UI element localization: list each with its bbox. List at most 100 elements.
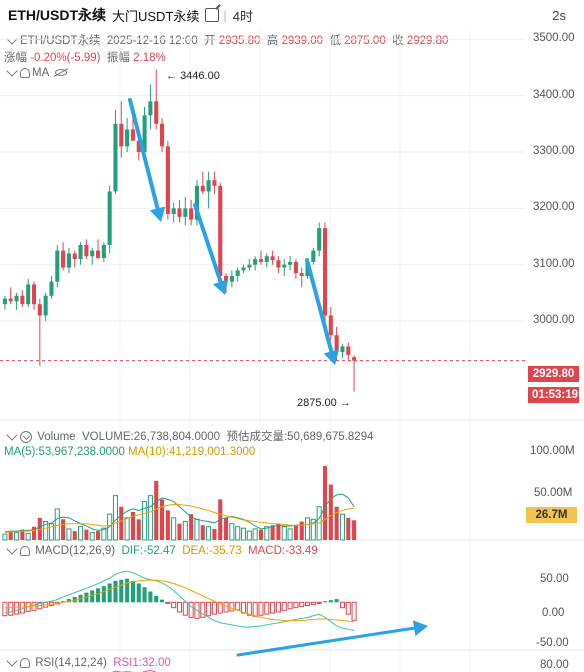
volume-bar (177, 523, 182, 540)
candle-body (61, 250, 66, 268)
change-value: -0.20%(-5.99) (30, 52, 101, 64)
change-line: 涨幅 -0.20%(-5.99) 振幅 2.18% (4, 49, 166, 65)
rsi-collapse-icon[interactable] (6, 655, 18, 668)
volume-bar (281, 526, 287, 541)
volume-bar (229, 523, 235, 541)
volume-bar (246, 530, 252, 541)
volume-bar (270, 525, 275, 540)
volume-value: VOLUME:26,738,804.0000 (81, 431, 221, 443)
volume-bar (61, 519, 66, 540)
timeframe-selector[interactable]: 4时 (232, 8, 254, 24)
candle-body (20, 295, 25, 305)
volume-bar (287, 528, 293, 541)
candle-body (299, 273, 304, 276)
macd-histogram-bar (171, 601, 177, 609)
candle-body (55, 250, 60, 282)
volume-bar (328, 484, 333, 540)
macd-histogram-bar (61, 601, 66, 603)
macd-value: MACD:-33.49 (248, 545, 318, 557)
volume-bar (89, 532, 95, 541)
amplitude-label: 振幅 (106, 52, 130, 64)
volume-bar (8, 531, 13, 540)
volume-bar (235, 526, 241, 541)
rsi-header: RSI(14,12,24) RSI1:32.00 (6, 655, 171, 669)
volume-bar (119, 506, 124, 540)
volume-collapse-icon[interactable] (6, 429, 18, 442)
macd-histogram-bar (160, 599, 165, 603)
candle-body (72, 253, 77, 260)
current-price-tag: 2929.80 (528, 366, 579, 382)
candle-body (136, 140, 141, 152)
volume-bar (78, 526, 84, 541)
exchange-label: 大门USDT永续 (112, 8, 200, 24)
candle-body (224, 276, 229, 282)
volume-bar (171, 517, 177, 541)
macd-histogram-bar (188, 601, 194, 618)
volume-bar (165, 510, 170, 540)
macd-dif: DIF:-52.47 (121, 545, 176, 557)
volume-settings-icon[interactable] (20, 430, 32, 443)
candle-body (2, 298, 7, 305)
candle-body (107, 191, 112, 245)
candle-body (8, 298, 13, 302)
macd-histogram-bar (125, 578, 130, 603)
candle-body (247, 264, 252, 268)
volume-bar (334, 506, 339, 540)
countdown-tag: 01:53:19 (528, 387, 579, 403)
macd-histogram-bar (275, 601, 281, 613)
candle-body (148, 101, 153, 116)
refresh-interval[interactable]: 2s (552, 8, 566, 23)
volume-bar (2, 533, 8, 541)
ma-line: MA (6, 65, 68, 79)
candle-body (43, 295, 48, 316)
macd-histogram-bar (119, 579, 124, 603)
candle-body (49, 281, 54, 296)
edit-icon[interactable] (205, 8, 220, 22)
vol-axis-50m: 50.00M (534, 487, 573, 499)
symbol-title[interactable]: ETH/USDT永续 (8, 7, 106, 23)
volume-bar (206, 526, 212, 541)
divergence-arrow (236, 620, 428, 657)
macd-collapse-icon[interactable] (6, 543, 18, 556)
hide-eye-icon[interactable] (55, 69, 68, 77)
candle-body (200, 185, 205, 192)
alert-bell-icon[interactable] (20, 67, 30, 78)
candle-body (218, 185, 223, 276)
ma-label[interactable]: MA (32, 67, 50, 79)
macd-histogram-bar (339, 601, 345, 609)
volume-ma10-line (4, 504, 355, 534)
macd-histogram-bar (101, 586, 106, 603)
volume-bar (31, 526, 37, 540)
volume-bar (182, 521, 188, 541)
trend-arrow-1 (128, 98, 166, 222)
macd-histogram-bar (72, 596, 77, 603)
macd-histogram-bar (217, 601, 223, 614)
candle-body (101, 245, 106, 258)
volume-bar (25, 532, 31, 541)
candle-body (177, 208, 182, 217)
volume-bar (212, 528, 217, 540)
candle-body (194, 185, 199, 220)
volume-ma5: MA(5):53,967,238.0000 (4, 446, 125, 458)
macd-alert-icon[interactable] (20, 545, 30, 556)
rsi-alert-icon[interactable] (20, 657, 30, 668)
macd-dea: DEA:-35.73 (182, 545, 242, 557)
macd-histogram-bar (66, 599, 71, 603)
candle-body (253, 259, 258, 265)
candle-body (334, 335, 339, 353)
macd-histogram-bar (14, 601, 20, 615)
candle-body (352, 357, 357, 361)
volume-bar (20, 529, 25, 540)
volume-bar (72, 531, 77, 540)
candle-body (154, 101, 159, 124)
candle-body (322, 228, 328, 316)
close-label: 收 (392, 35, 404, 47)
candle-body (340, 346, 345, 353)
candle-body (31, 284, 37, 305)
volume-bar (189, 514, 194, 540)
timeframe-separator: | (223, 7, 227, 23)
volume-bar (299, 521, 304, 540)
candle-body (113, 123, 118, 192)
candle-body (229, 276, 234, 282)
